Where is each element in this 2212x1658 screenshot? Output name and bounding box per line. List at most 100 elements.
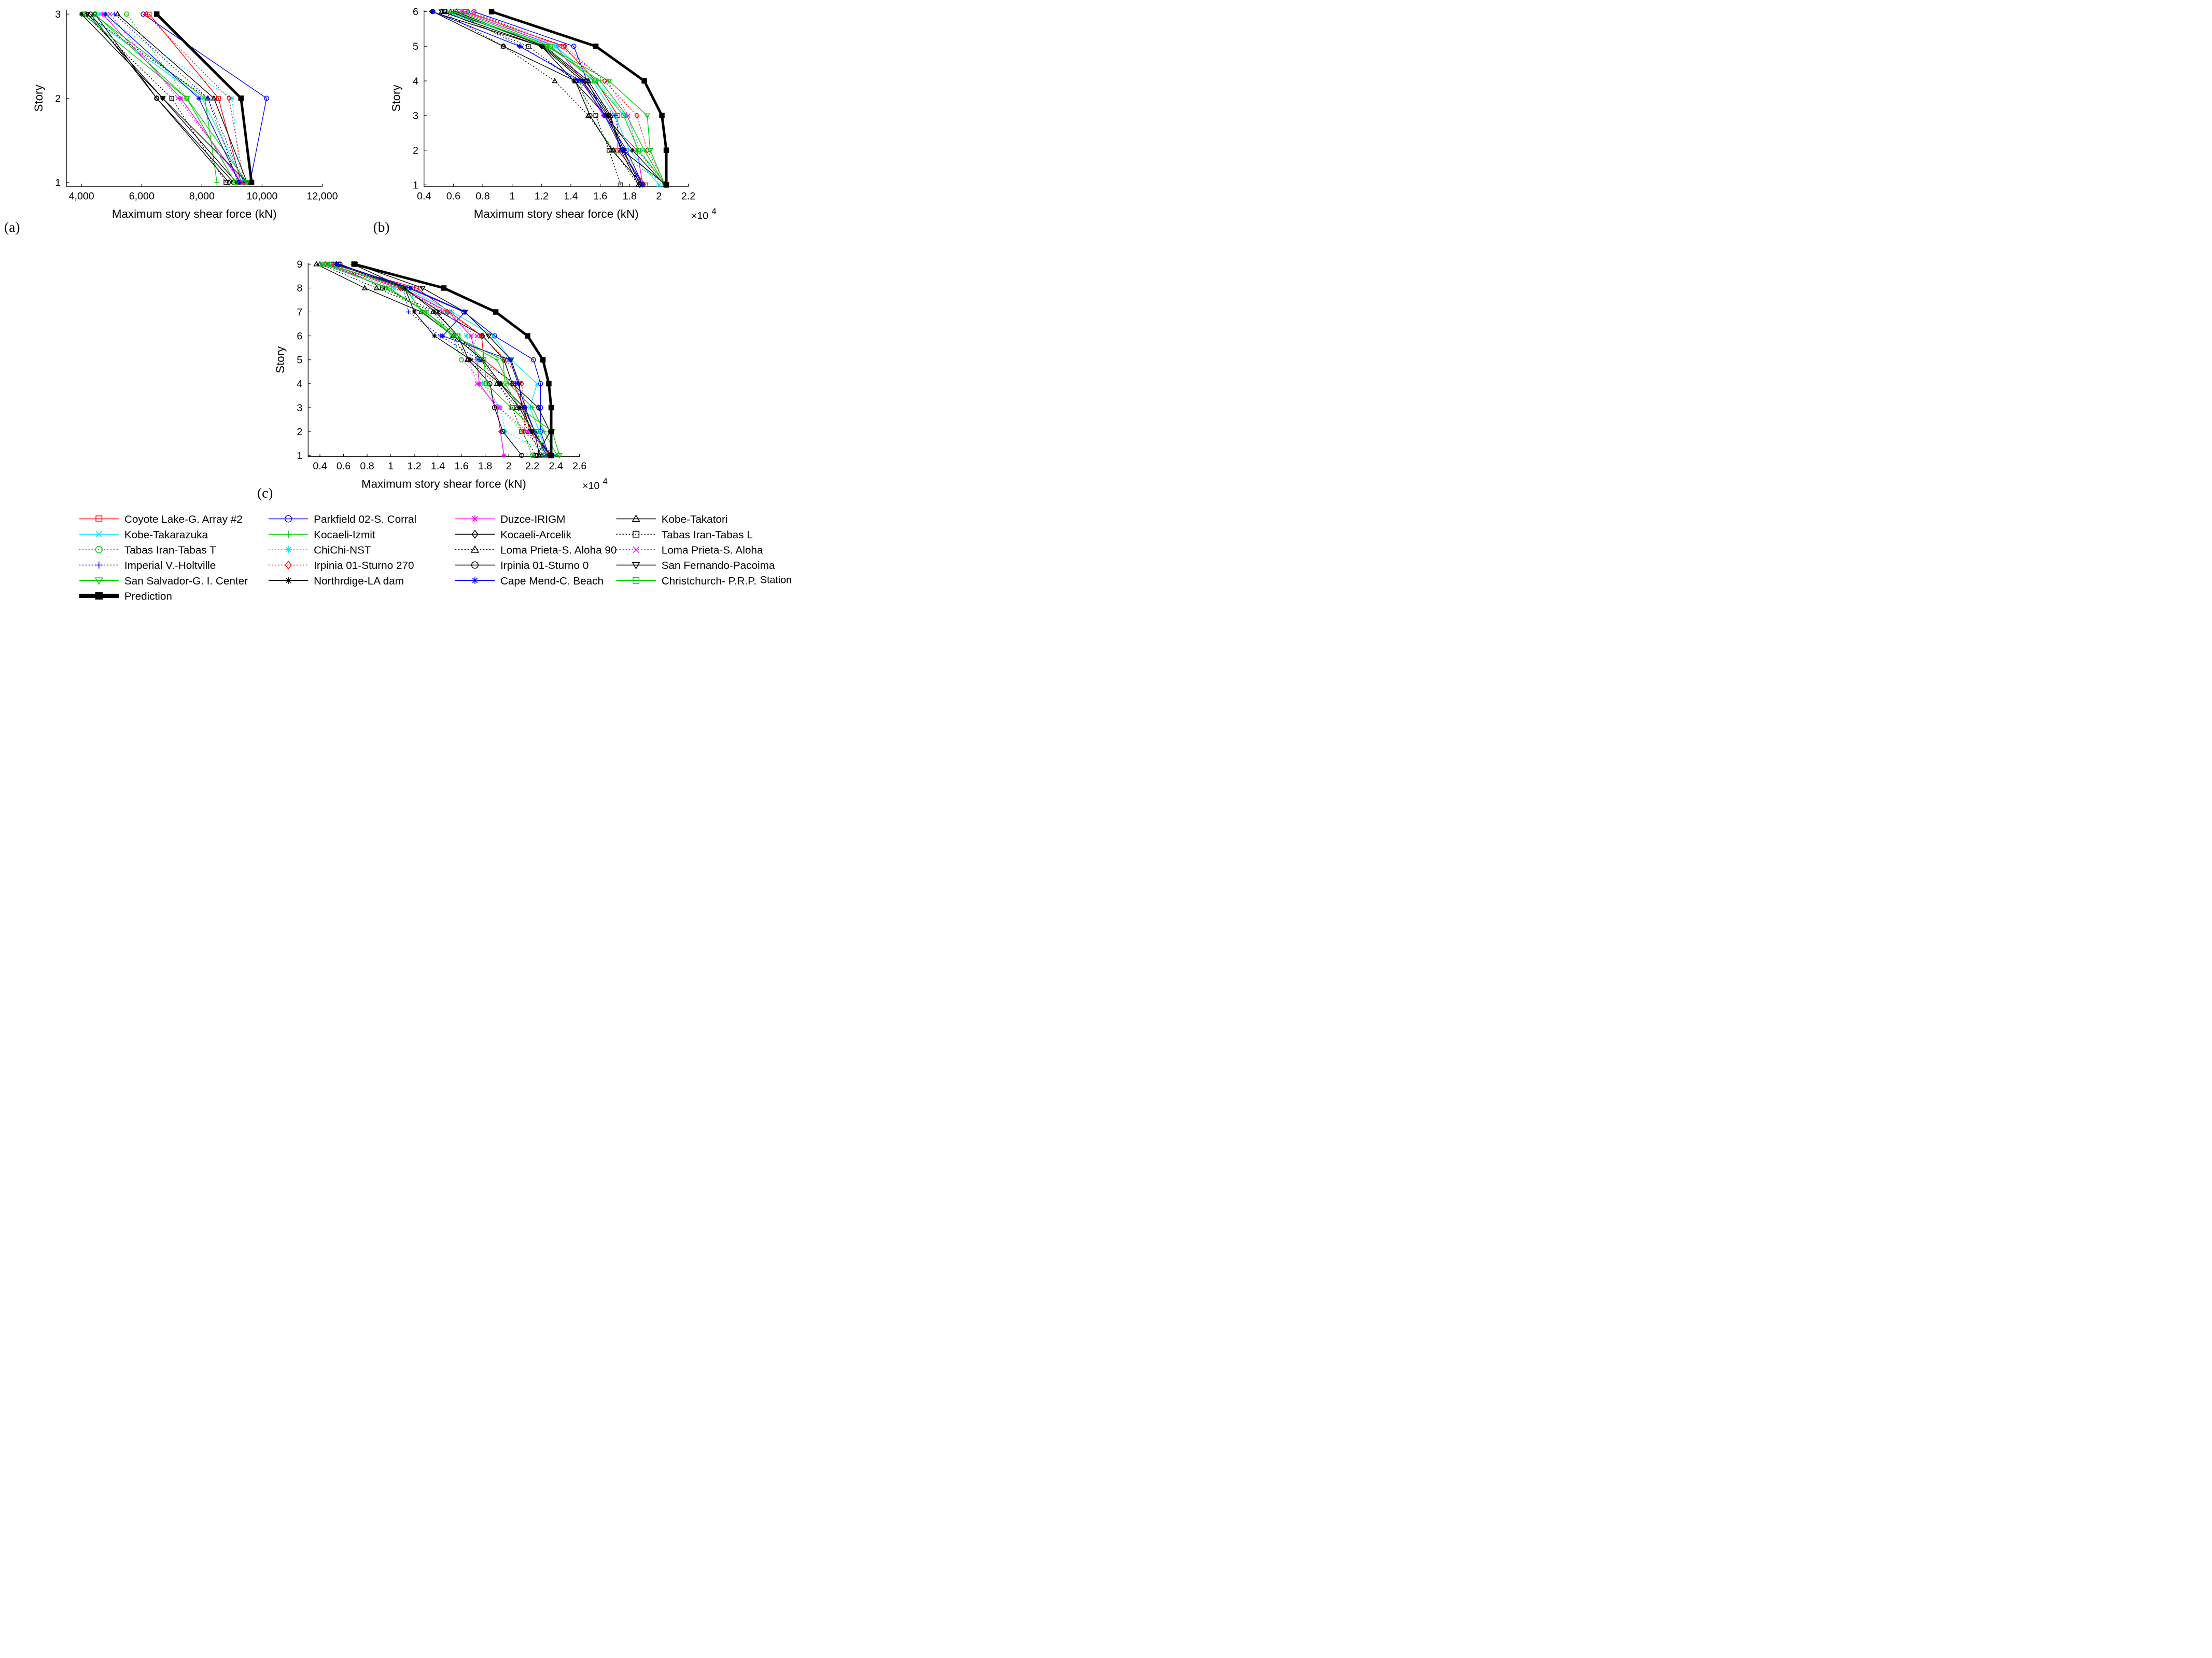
x-tick-label: 8,000 [189,190,215,202]
x-tick-label: 2 [656,190,662,202]
data-point [623,113,628,118]
data-point [248,179,255,185]
data-point [169,95,174,101]
figure-canvas: 4,000 6,000 8,000 10,000 12,000 1 2 3 Maximum st… [0,0,810,608]
legend-marker [471,577,479,584]
data-point [474,381,479,386]
series-line [468,11,667,185]
legend-label: San Salvador-G. I. Center [124,575,248,587]
legend-label: Irpinia 01-Sturno 270 [314,560,414,572]
data-point [196,95,202,101]
data-point [84,12,91,18]
legend-marker [632,562,640,569]
data-point [530,405,535,410]
data-point [539,44,544,49]
data-point [647,148,653,154]
y-axis-label: Story [389,85,402,112]
x-tick-label: 2.2 [525,461,539,472]
data-point [391,285,397,291]
legend-item-chichi-nst: ChiChi-NST [268,544,371,556]
x-tick-label: 6,000 [129,190,155,202]
data-point [438,9,445,15]
data-point [593,78,598,83]
data-point [124,11,130,17]
data-point [484,381,489,386]
legend-item-kocaeli-arcelik: Kocaeli-Arcelik [455,529,572,541]
data-point [493,309,499,315]
data-point [335,261,340,267]
legend-item-irpinia-01-sturno-270: Irpinia 01-Sturno 270 [268,560,414,572]
x-tick-label: 1.2 [407,461,421,472]
series-line [149,13,242,183]
data-point [455,333,460,339]
series-line [441,11,639,185]
data-point [485,333,492,339]
data-point [498,381,503,386]
data-point [468,333,473,339]
data-point [406,309,411,315]
data-point [464,333,469,339]
legend-item-loma-prieta-s-aloha-90: Loma Prieta-S. Aloha 90 [455,544,617,556]
data-point [530,357,536,363]
data-point [494,357,499,363]
y-tick-label: 3 [55,9,61,20]
data-point [548,428,554,435]
legend-item-cape-mend-c-beach: Cape Mend-C. Beach [455,575,604,587]
legend-item-kobe-takatori: Kobe-Takatori [616,513,727,525]
x-tick-label: 0.4 [313,461,327,472]
data-point [529,453,535,458]
data-point [141,11,146,17]
data-point [477,381,482,386]
data-point [548,44,553,49]
series-chichi-nst [466,9,662,188]
legend-marker [285,546,292,553]
data-point [602,113,607,118]
panel-label-a: (a) [4,219,20,235]
data-point [540,357,546,363]
x-tick-label: 0.8 [475,190,489,202]
x-tick-label: 2 [506,461,512,472]
y-tick-label: 4 [413,76,418,87]
series-line [473,11,667,185]
data-point [474,333,479,338]
x-tick-label: 1.4 [564,190,578,202]
x-axis-multiplier-exponent: 4 [711,207,716,216]
data-point [465,8,471,15]
legend-label: ChiChi-NST [314,544,371,556]
legend-item-san-fernando-pacoima: San Fernando-Pacoima [616,560,775,572]
series-line [322,263,545,456]
series-prediction [154,11,255,185]
data-point [103,11,108,17]
data-point [373,285,380,290]
legend-label: Loma Prieta-S. Aloha [662,544,763,556]
y-tick-label: 7 [297,306,302,318]
data-point [419,286,426,291]
x-tick-label: 0.6 [337,461,351,472]
data-point [639,148,644,153]
x-tick-label: 1.8 [623,190,637,202]
y-tick-label: 4 [297,379,302,390]
x-tick-label: 1.2 [535,190,549,202]
data-point [501,453,507,458]
legend-item-tabas-iran-tabas-l: Tabas Iran-Tabas L [616,529,753,541]
data-point [525,333,530,339]
y-tick-label: 2 [55,93,61,104]
data-point [463,309,468,315]
data-point [459,357,465,363]
legend-label: Loma Prieta-S. Aloha 90 [500,544,617,556]
series-line [453,11,642,185]
x-tick-label: 12,000 [307,190,338,202]
data-point [659,113,665,119]
data-point [433,309,438,315]
data-point [636,148,641,153]
y-axis-label: Story [274,346,287,373]
data-point [318,261,324,267]
data-point [548,405,554,411]
data-point [229,95,234,101]
series-line [117,13,248,183]
data-point [502,381,509,387]
data-point [175,96,180,101]
series-irpinia-01-sturno-270 [465,8,669,188]
data-point [443,309,449,315]
data-point [546,381,552,387]
